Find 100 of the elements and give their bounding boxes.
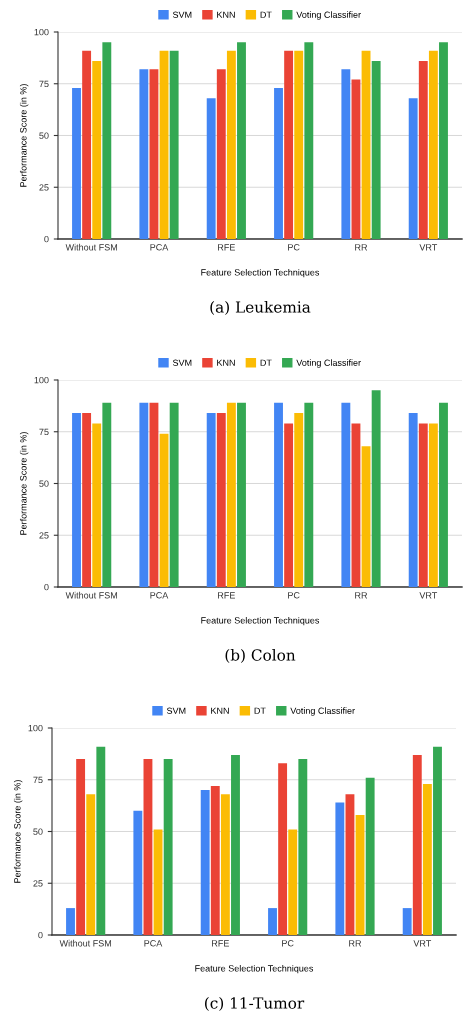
legend-label: DT [254, 707, 266, 714]
bar [159, 50, 169, 239]
x-tick-label: PCA [150, 592, 169, 599]
bar [288, 829, 298, 935]
bar [237, 42, 246, 239]
x-tick-label: VRT [413, 940, 432, 947]
x-axis-title: Feature Selection Techniques [195, 964, 314, 974]
x-tick-label: RFE [218, 592, 235, 599]
bar [66, 908, 75, 935]
legend-label: SVM [172, 359, 192, 366]
y-tick-label: 100 [34, 28, 49, 36]
bar [371, 390, 381, 587]
bar [304, 402, 314, 587]
bar [82, 50, 92, 239]
legend-label: SVM [166, 707, 186, 714]
bar [408, 98, 418, 239]
bar [284, 50, 294, 239]
bar [298, 759, 308, 935]
bar [341, 402, 351, 587]
y-tick-label: 75 [39, 80, 49, 88]
bar [237, 402, 246, 587]
bar [210, 785, 220, 935]
x-tick-label: PC [282, 940, 294, 947]
bar [72, 87, 81, 239]
bar [418, 423, 428, 587]
bar [220, 794, 230, 935]
bar [76, 759, 86, 935]
bar [345, 794, 355, 935]
bar [361, 50, 371, 239]
bar [206, 413, 216, 587]
bar [92, 60, 102, 239]
legend-label: Voting Classifier [296, 11, 361, 20]
legend-label: SVM [172, 11, 192, 18]
y-axis-title: Performance Score (in %) [13, 780, 23, 883]
bar [278, 763, 288, 935]
x-tick-label: PC [288, 592, 300, 599]
bar [351, 79, 361, 239]
bar [231, 754, 240, 935]
bar [418, 60, 428, 239]
x-tick-label: RFE [218, 244, 235, 251]
bar [365, 777, 375, 935]
bar [163, 759, 173, 935]
bar [96, 746, 106, 935]
bar [439, 42, 448, 239]
x-tick-label: Without FSM [59, 939, 112, 947]
bar [361, 446, 371, 587]
x-tick-label: PC [288, 244, 300, 251]
bar [86, 794, 96, 935]
text: (b) Colon [225, 648, 296, 663]
x-axis-title: Feature Selection Techniques [201, 616, 320, 626]
bar [216, 69, 226, 239]
y-tick-label: 0 [44, 583, 49, 591]
bar [206, 98, 216, 239]
bar [72, 413, 81, 587]
y-tick-label: 25 [33, 880, 43, 887]
x-axis-title: Feature Selection Techniques [201, 268, 320, 278]
bar [355, 814, 365, 935]
x-tick-label: VRT [419, 244, 438, 251]
legend-label: DT [260, 11, 272, 18]
bar [268, 908, 277, 935]
y-tick-label: 25 [39, 532, 49, 539]
y-tick-label: 100 [28, 724, 43, 732]
text: (a) Leukemia [210, 300, 311, 315]
bar [226, 50, 236, 239]
x-tick-label: RFE [212, 940, 229, 947]
y-tick-label: 0 [44, 235, 49, 243]
bar [274, 87, 283, 239]
x-tick-label: Without FSM [65, 591, 118, 599]
x-tick-label: RR [355, 592, 368, 599]
bar [169, 50, 179, 239]
bar [139, 402, 149, 587]
text: (c) 11-Tumor [205, 996, 305, 1011]
bar [102, 402, 112, 587]
bar [216, 413, 226, 587]
legend-label: KNN [211, 707, 229, 714]
bar [294, 413, 304, 587]
bar [139, 69, 149, 239]
legend-label: KNN [217, 359, 235, 366]
bar [133, 810, 143, 935]
bar [335, 802, 345, 935]
y-axis-title: Performance Score (in %) [19, 432, 29, 535]
bar [439, 402, 448, 587]
bar [274, 402, 283, 587]
y-tick-label: 25 [39, 184, 49, 191]
bar [412, 754, 422, 935]
bar [82, 413, 92, 587]
bar [102, 42, 112, 239]
bar [284, 423, 294, 587]
x-tick-label: Without FSM [65, 243, 118, 251]
x-tick-label: RR [355, 244, 368, 251]
y-axis-title: Performance Score (in %) [19, 84, 29, 187]
bar [149, 402, 159, 587]
x-tick-label: PCA [150, 244, 169, 251]
bar [200, 790, 210, 935]
y-tick-label: 75 [39, 428, 49, 436]
bar [294, 50, 304, 239]
bar [92, 423, 102, 587]
bar [153, 829, 163, 935]
bar [159, 433, 169, 587]
legend-label: Voting Classifier [290, 707, 355, 716]
